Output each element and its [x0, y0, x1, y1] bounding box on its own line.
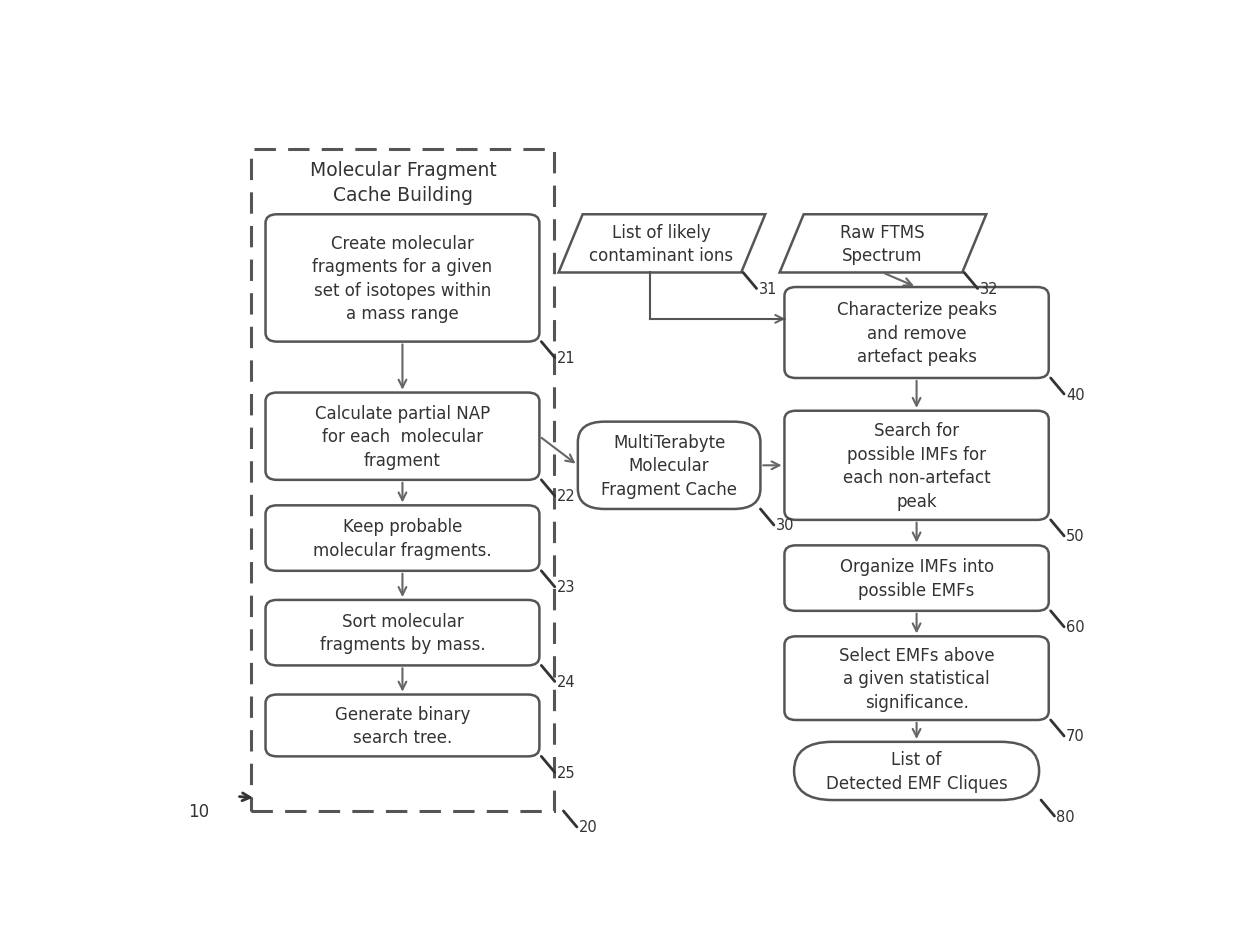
Text: Select EMFs above
a given statistical
significance.: Select EMFs above a given statistical si… [838, 646, 994, 711]
Text: 23: 23 [557, 580, 575, 595]
Text: Organize IMFs into
possible EMFs: Organize IMFs into possible EMFs [839, 558, 993, 599]
Text: 80: 80 [1056, 809, 1075, 824]
Text: MultiTerabyte
Molecular
Fragment Cache: MultiTerabyte Molecular Fragment Cache [601, 433, 737, 498]
FancyBboxPatch shape [265, 393, 539, 480]
Text: Search for
possible IMFs for
each non-artefact
peak: Search for possible IMFs for each non-ar… [843, 421, 991, 510]
Text: List of
Detected EMF Cliques: List of Detected EMF Cliques [826, 750, 1007, 792]
Text: 40: 40 [1066, 387, 1085, 402]
Text: 50: 50 [1066, 529, 1085, 544]
Polygon shape [558, 215, 765, 273]
Text: 10: 10 [187, 802, 208, 820]
Text: 24: 24 [557, 674, 575, 689]
Text: Sort molecular
fragments by mass.: Sort molecular fragments by mass. [320, 613, 485, 654]
FancyBboxPatch shape [785, 636, 1049, 720]
FancyBboxPatch shape [265, 215, 539, 343]
Text: Generate binary
search tree.: Generate binary search tree. [335, 705, 470, 747]
Text: 25: 25 [557, 765, 575, 780]
FancyBboxPatch shape [785, 546, 1049, 611]
Text: 20: 20 [579, 819, 598, 834]
FancyBboxPatch shape [785, 288, 1049, 379]
Text: 22: 22 [557, 489, 575, 504]
Text: 70: 70 [1066, 729, 1085, 744]
FancyBboxPatch shape [265, 695, 539, 756]
Text: 32: 32 [980, 281, 998, 296]
FancyBboxPatch shape [265, 600, 539, 666]
Text: 31: 31 [759, 281, 777, 296]
Text: Characterize peaks
and remove
artefact peaks: Characterize peaks and remove artefact p… [837, 300, 997, 365]
Text: 60: 60 [1066, 619, 1085, 634]
Text: Molecular Fragment
Cache Building: Molecular Fragment Cache Building [310, 160, 496, 204]
Text: 30: 30 [776, 518, 795, 533]
Polygon shape [780, 215, 986, 273]
Text: 21: 21 [557, 351, 575, 365]
FancyBboxPatch shape [578, 422, 760, 510]
Text: Create molecular
fragments for a given
set of isotopes within
a mass range: Create molecular fragments for a given s… [312, 234, 492, 323]
Text: List of likely
contaminant ions: List of likely contaminant ions [589, 224, 734, 265]
FancyBboxPatch shape [785, 412, 1049, 520]
FancyBboxPatch shape [265, 506, 539, 571]
Text: Raw FTMS
Spectrum: Raw FTMS Spectrum [841, 224, 925, 265]
Text: Keep probable
molecular fragments.: Keep probable molecular fragments. [314, 517, 492, 559]
Text: Calculate partial NAP
for each  molecular
fragment: Calculate partial NAP for each molecular… [315, 404, 490, 469]
FancyBboxPatch shape [794, 742, 1039, 801]
